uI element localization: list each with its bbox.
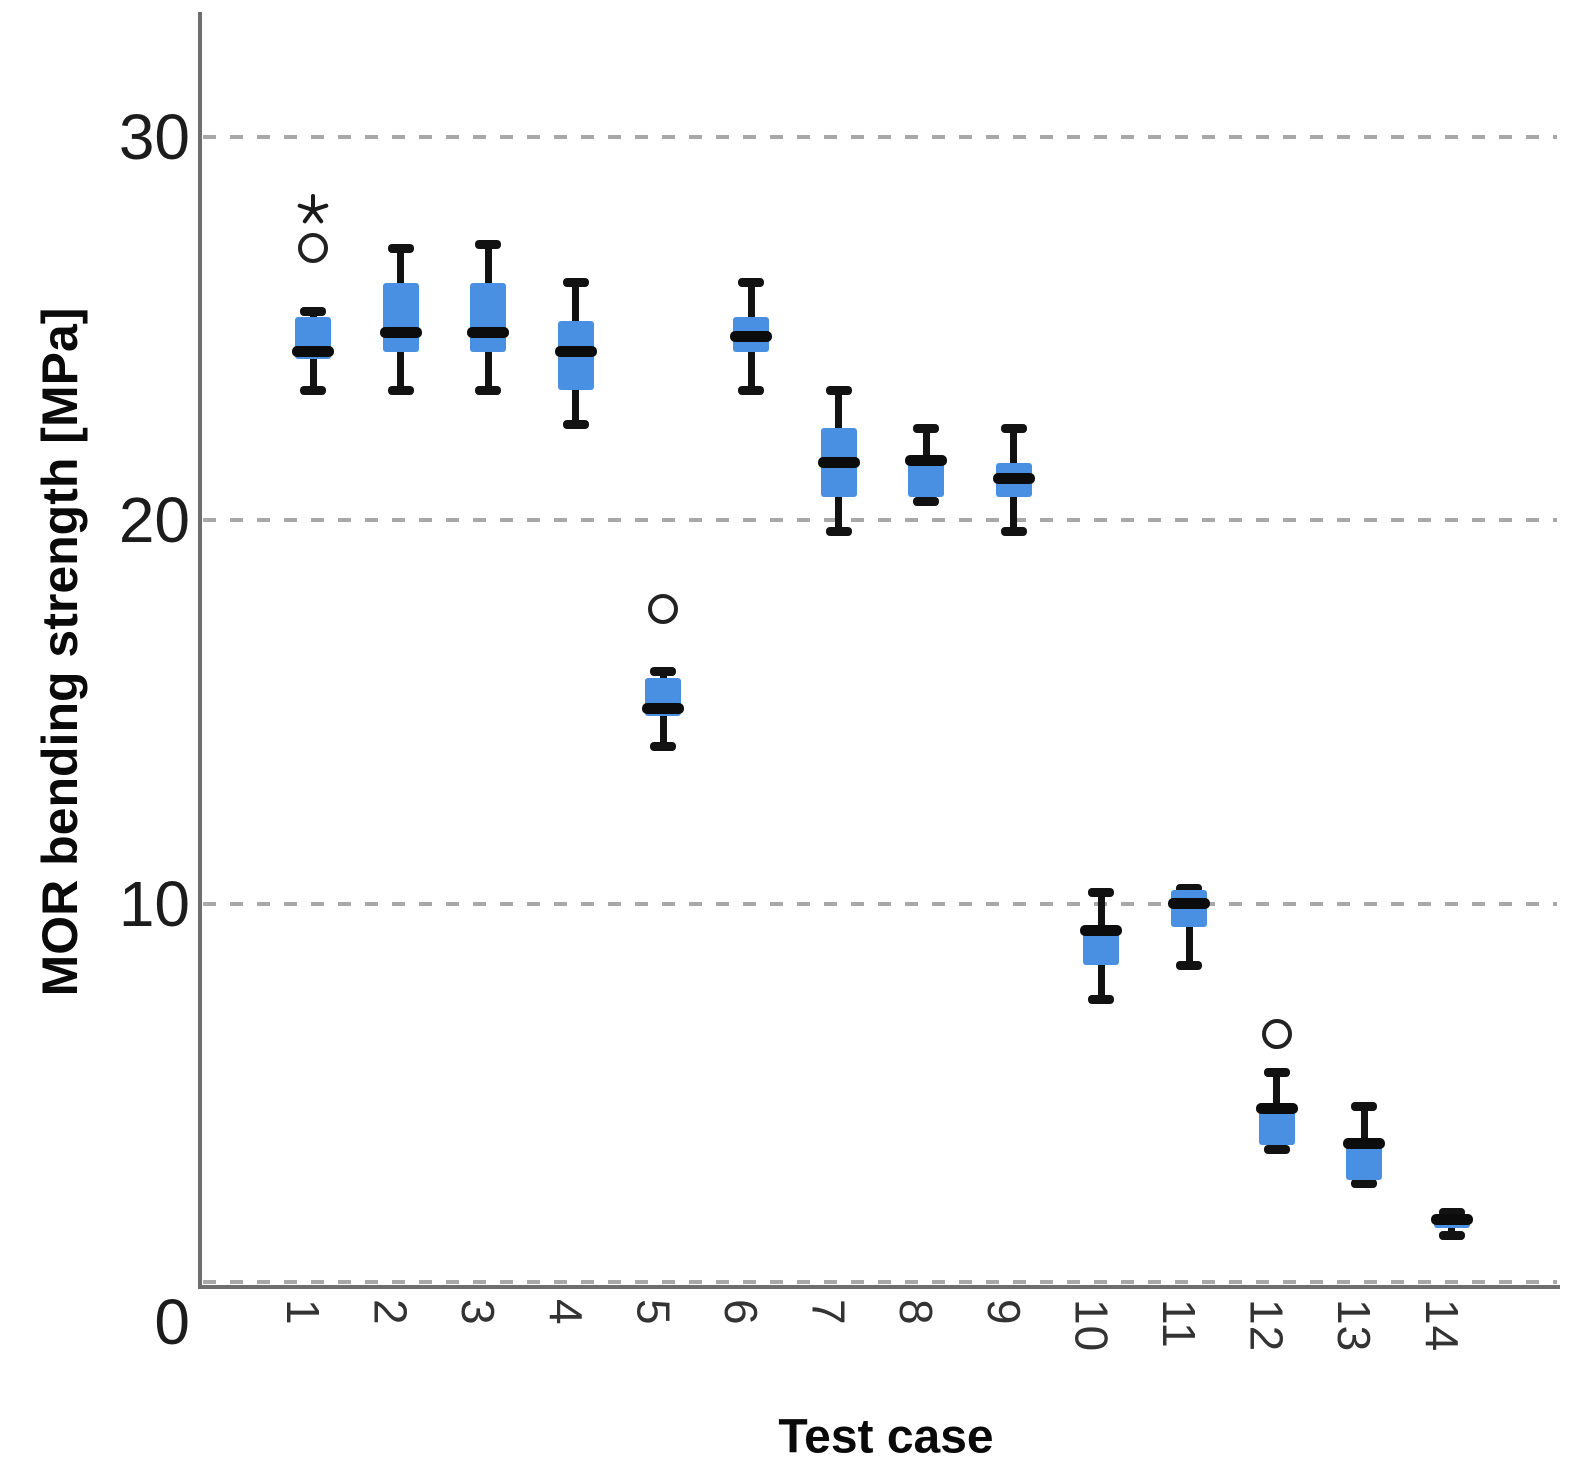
case-1-whisker-cap-high	[300, 306, 326, 316]
case-9-whisker-cap-high	[1000, 423, 1027, 433]
y-axis-line	[198, 12, 202, 1289]
x-tick-label-12: 12	[1240, 1299, 1293, 1353]
x-tick-label-3: 3	[452, 1299, 505, 1326]
case-12-outlier-circle-icon	[1261, 1019, 1292, 1049]
case-9-whisker-cap-low	[1000, 527, 1027, 537]
x-tick-label-13: 13	[1328, 1299, 1381, 1353]
case-8-whisker-cap-high	[913, 423, 940, 433]
x-tick-label-8: 8	[890, 1299, 943, 1326]
case-12-whisker-cap-high	[1263, 1067, 1290, 1077]
case-8-median	[905, 455, 948, 467]
case-12-median	[1255, 1103, 1298, 1115]
case-5-whisker-cap-high	[650, 667, 677, 677]
case-6-median	[730, 330, 772, 342]
y-tick-label-30: 30	[118, 101, 190, 173]
case-8-whisker-cap-low	[913, 496, 940, 506]
gridline-0	[203, 1280, 1557, 1284]
case-10-whisker-cap-low	[1088, 995, 1115, 1004]
case-7-whisker-cap-low	[825, 527, 852, 537]
x-axis-line	[198, 1285, 1560, 1289]
case-6-whisker-cap-low	[738, 385, 764, 395]
x-tick-label-2: 2	[364, 1299, 417, 1326]
case-10-median	[1080, 925, 1123, 936]
case-14-whisker-cap-low	[1438, 1230, 1465, 1240]
case-3-whisker-cap-high	[475, 239, 502, 249]
case-5-outlier-circle-icon	[648, 593, 679, 624]
case-2-whisker-cap-high	[387, 243, 414, 253]
x-tick-label-10: 10	[1065, 1299, 1118, 1353]
case-1-outlier-circle-icon	[298, 233, 328, 264]
case-9-median	[992, 472, 1035, 484]
case-11-whisker-line	[1185, 888, 1193, 965]
case-14-median	[1430, 1214, 1473, 1226]
x-tick-label-7: 7	[802, 1299, 855, 1326]
case-2-whisker-cap-low	[387, 385, 414, 395]
case-11-whisker-cap-high	[1176, 883, 1202, 893]
case-6-whisker-cap-high	[738, 278, 764, 288]
case-4-whisker-cap-low	[562, 420, 589, 429]
case-4-whisker-cap-high	[562, 278, 589, 288]
case-1-median	[292, 346, 334, 358]
x-tick-label-9: 9	[977, 1299, 1030, 1326]
gridline-10	[203, 901, 1557, 906]
x-tick-label-14: 14	[1415, 1299, 1468, 1353]
x-tick-label-1: 1	[277, 1299, 329, 1326]
x-axis-title: Test case	[778, 1410, 994, 1464]
case-3-whisker-cap-low	[475, 385, 502, 395]
case-13-median	[1343, 1137, 1386, 1149]
x-tick-label-6: 6	[715, 1299, 767, 1326]
case-14-whisker-cap-high	[1438, 1207, 1465, 1217]
y-tick-label-0: 0	[154, 1286, 190, 1358]
case-1-outlier-star-icon	[296, 193, 330, 232]
case-13-whisker-cap-high	[1351, 1102, 1378, 1112]
y-tick-label-20: 20	[118, 484, 190, 557]
case-3-median	[467, 327, 510, 338]
case-1-whisker-cap-low	[300, 385, 326, 395]
case-11-median	[1168, 898, 1210, 910]
case-10-whisker-cap-high	[1088, 887, 1115, 897]
case-7-whisker-cap-high	[825, 385, 852, 395]
case-4-median	[554, 346, 597, 358]
gridline-30	[203, 135, 1557, 139]
case-11-whisker-cap-low	[1176, 960, 1202, 970]
x-tick-label-4: 4	[539, 1299, 592, 1326]
gridline-20	[203, 518, 1557, 523]
case-13-whisker-cap-low	[1351, 1179, 1378, 1188]
case-3-box	[470, 282, 507, 352]
x-tick-label-11: 11	[1153, 1299, 1205, 1349]
case-5-median	[642, 702, 685, 714]
x-tick-label-5: 5	[627, 1299, 680, 1326]
case-2-box	[382, 282, 419, 352]
case-12-whisker-cap-low	[1263, 1144, 1290, 1154]
case-7-median	[817, 457, 860, 469]
case-2-median	[379, 327, 422, 338]
y-tick-label-10: 10	[118, 867, 190, 940]
case-5-whisker-cap-low	[650, 742, 677, 751]
